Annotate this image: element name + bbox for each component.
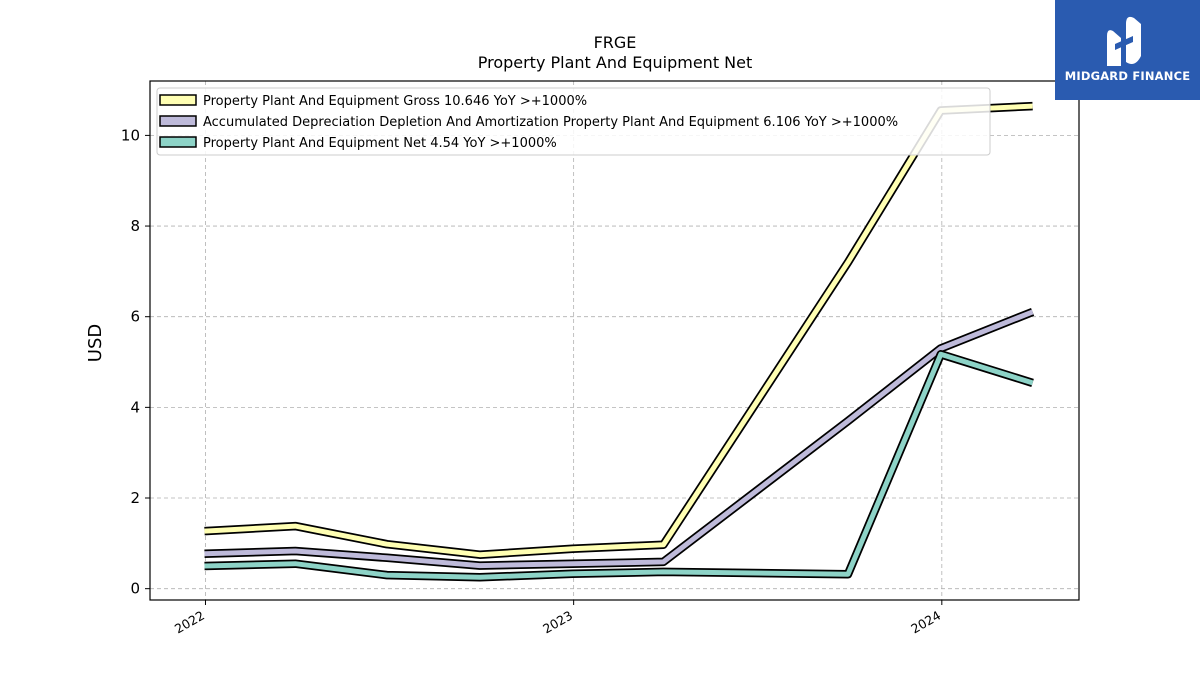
y-tick-label: 4 bbox=[130, 398, 140, 416]
y-tick-label: 8 bbox=[130, 217, 140, 235]
brand-logo: MIDGARD FINANCE bbox=[1055, 0, 1200, 100]
y-tick-label: 6 bbox=[130, 308, 140, 326]
y-tick-label: 0 bbox=[130, 580, 140, 598]
x-tick-label: 2022 bbox=[172, 608, 207, 637]
axis-ticks: 0 2 4 6 8 10 2022 2023 2024 bbox=[121, 126, 943, 636]
x-tick-label: 2023 bbox=[540, 608, 575, 637]
series-line bbox=[204, 101, 1033, 559]
series-line-stroke bbox=[204, 351, 1034, 580]
legend-label: Property Plant And Equipment Net 4.54 Yo… bbox=[203, 136, 557, 151]
series-lines bbox=[204, 101, 1035, 582]
legend-swatch bbox=[159, 94, 197, 106]
x-tick-label: 2024 bbox=[908, 608, 943, 637]
series-line-stroke bbox=[204, 309, 1034, 569]
chart-title: FRGE bbox=[594, 33, 637, 52]
series-line bbox=[204, 307, 1035, 570]
y-tick-label: 2 bbox=[130, 489, 140, 507]
grid bbox=[150, 81, 1079, 600]
legend-swatch bbox=[159, 136, 197, 148]
chart-subtitle: Property Plant And Equipment Net bbox=[478, 53, 753, 72]
plot-frame bbox=[149, 80, 1080, 601]
legend-box bbox=[156, 87, 991, 156]
y-tick-label: 10 bbox=[121, 126, 140, 144]
series-line bbox=[204, 350, 1034, 582]
y-axis-label: USD bbox=[85, 324, 106, 362]
legend: Property Plant And Equipment Gross 10.64… bbox=[156, 87, 991, 156]
series-line-outline bbox=[204, 101, 1033, 559]
brand-name: MIDGARD FINANCE bbox=[1064, 69, 1191, 83]
legend-label: Property Plant And Equipment Gross 10.64… bbox=[203, 94, 587, 109]
legend-label: Accumulated Depreciation Depletion And A… bbox=[203, 115, 898, 130]
series-line-stroke bbox=[204, 103, 1033, 558]
brand-mark-icon bbox=[1107, 16, 1141, 67]
legend-swatch bbox=[159, 115, 197, 127]
